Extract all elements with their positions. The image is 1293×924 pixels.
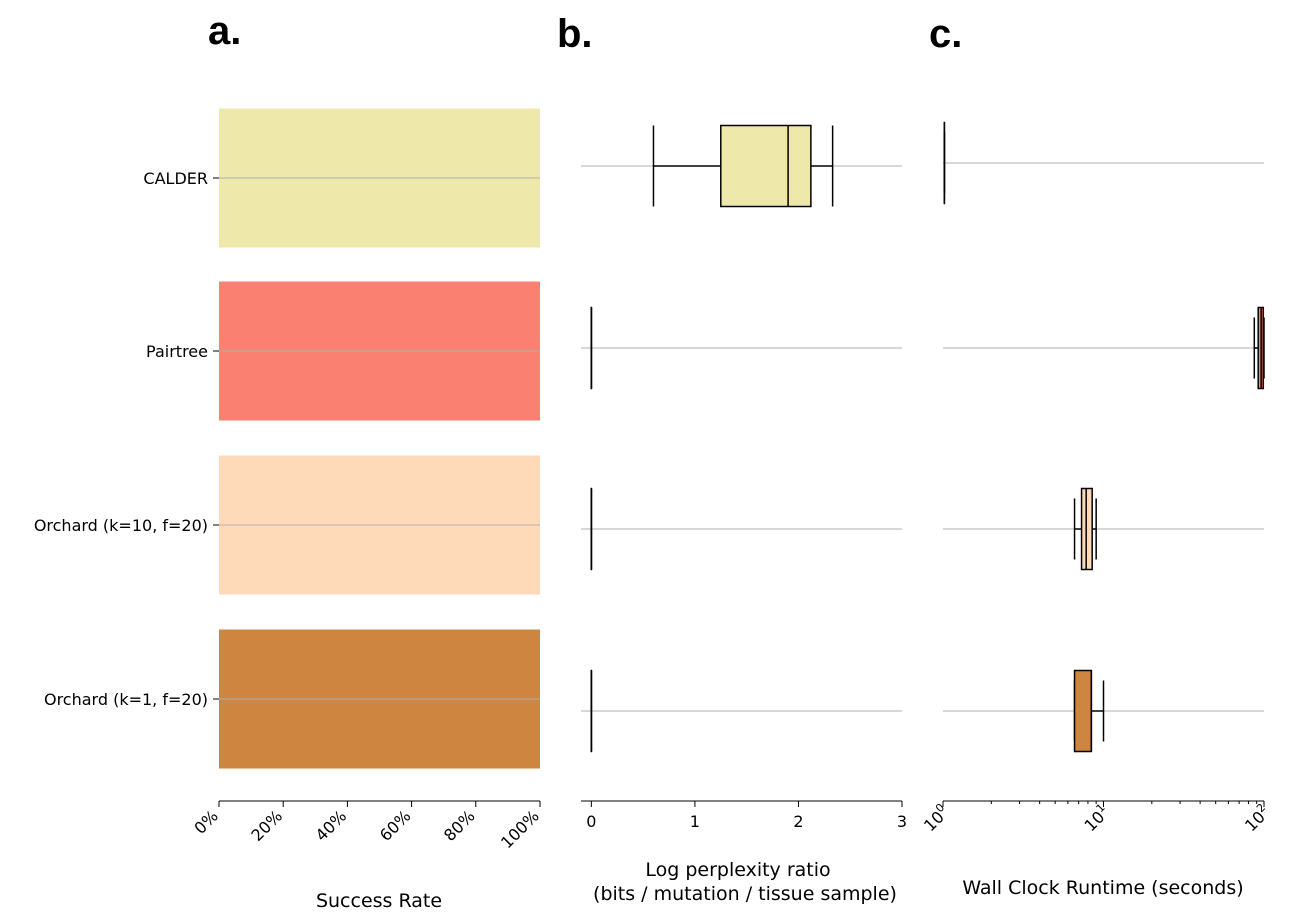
panel-b-xlabel-line2: (bits / mutation / tissue sample) — [593, 883, 897, 905]
panel-a-success-rate: CALDER Pairtree Orchard (k=10, f=20) Orchar… — [34, 108, 543, 852]
panel-b-xlabel: Log perplexity ratio — [645, 859, 830, 881]
xtick-label-a-0: 0% — [190, 806, 221, 837]
panel-c-xlabel: Wall Clock Runtime (seconds) — [962, 877, 1243, 899]
xtick-label-c-0: 100 — [919, 801, 953, 835]
panel-c-label: c. — [929, 12, 962, 56]
xtick-label-b-0: 0 — [586, 812, 596, 831]
xtick-label-a-3: 60% — [376, 806, 415, 845]
panel-b-label: b. — [557, 12, 593, 56]
category-label-orchard-k-1-f-20: Orchard (k=1, f=20) — [44, 690, 208, 709]
box-c-orchard-k-1-f-20 — [1073, 669, 1093, 753]
xtick-label-a-2: 40% — [312, 806, 351, 845]
panel-c-runtime: 100 101 102 — [919, 121, 1274, 835]
panel-a-xlabel: Success Rate — [316, 890, 442, 912]
xtick-label-b-1: 1 — [690, 812, 700, 831]
xtick-label-a-4: 80% — [440, 806, 479, 845]
xtick-label-a-1: 20% — [247, 806, 286, 845]
box-b-calder — [720, 124, 812, 208]
xtick-label-b-3: 3 — [897, 812, 907, 831]
xtick-label-b-2: 2 — [793, 812, 803, 831]
panel-a-label: a. — [208, 9, 241, 53]
category-label-pairtree: Pairtree — [146, 342, 208, 361]
category-label-orchard-k-10-f-20: Orchard (k=10, f=20) — [34, 516, 208, 535]
xtick-label-c-2: 102 — [1240, 801, 1274, 835]
xtick-label-a-5: 100% — [497, 806, 543, 852]
xtick-label-c-1: 101 — [1079, 801, 1113, 835]
category-label-calder: CALDER — [143, 169, 208, 188]
panel-b-log-perplexity: 0 1 2 3 — [581, 124, 907, 831]
